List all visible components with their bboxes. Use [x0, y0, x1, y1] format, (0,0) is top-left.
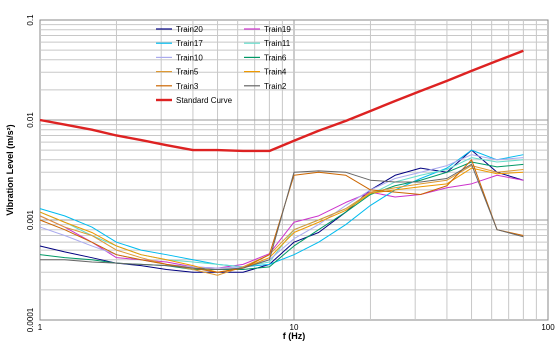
x-tick-label: 1 [38, 323, 43, 332]
legend-label-train4: Train4 [264, 68, 287, 77]
y-tick-label: 0.001 [26, 209, 35, 230]
x-axis-label: f (Hz) [283, 331, 306, 341]
x-tick-label: 10 [290, 323, 299, 332]
y-tick-label: 0.01 [26, 112, 35, 128]
grid-lines [40, 20, 548, 320]
legend-label-train19: Train19 [264, 25, 291, 34]
series-line-train19 [39, 174, 524, 269]
x-tick-labels: 1 10 100 [38, 323, 555, 332]
x-tick-label: 100 [541, 323, 555, 332]
y-tick-label: 0.0001 [26, 307, 35, 332]
legend-label-train17: Train17 [176, 39, 203, 48]
y-axis-label: Vibration Level (m/s²) [5, 124, 15, 215]
legend-label-train2: Train2 [264, 82, 287, 91]
series-line-standard-curve [39, 49, 524, 153]
legend-label-train10: Train10 [176, 53, 203, 62]
series-lines [39, 49, 524, 276]
legend-label-train20: Train20 [176, 25, 203, 34]
series-line-train5 [39, 165, 524, 276]
series-line-train4 [39, 167, 524, 273]
legend-label-train5: Train5 [176, 68, 199, 77]
series-line-train17 [39, 149, 524, 268]
series-line-train2 [40, 163, 524, 270]
y-tick-labels: 0.0001 0.001 0.01 0.1 [26, 14, 35, 332]
y-tick-label: 0.1 [26, 14, 35, 26]
legend-label-train3: Train3 [176, 82, 199, 91]
legend-label-train11: Train11 [264, 39, 291, 48]
legend-label-train6: Train6 [264, 53, 287, 62]
legend-label-standard-curve: Standard Curve [176, 96, 233, 105]
legend: Train20 Train19 Train17 Train11 Train10 Train… [156, 25, 291, 105]
